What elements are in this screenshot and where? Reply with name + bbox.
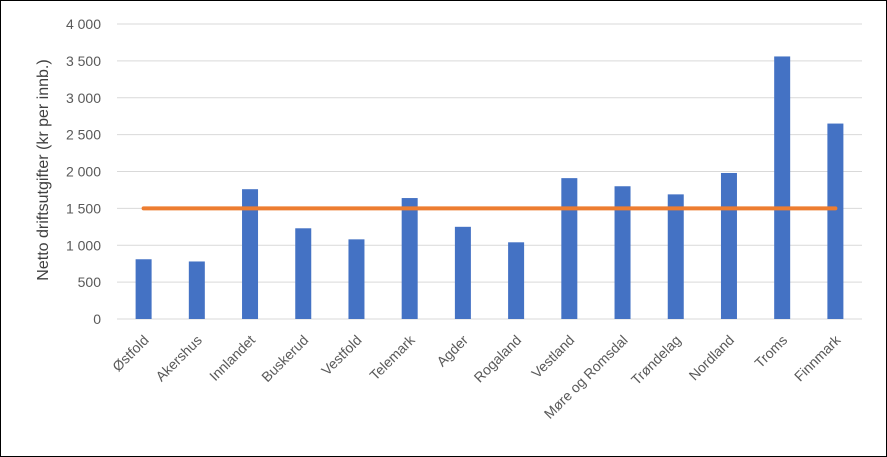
x-tick-label: Rogaland bbox=[471, 332, 525, 386]
x-tick-label: Innlandet bbox=[206, 332, 258, 384]
bar bbox=[667, 194, 684, 319]
y-tick-label: 4 000 bbox=[66, 16, 101, 32]
y-tick-label: 2 000 bbox=[66, 164, 101, 180]
bar bbox=[561, 178, 578, 319]
y-tick-label: 1 500 bbox=[66, 200, 101, 216]
bar bbox=[614, 186, 631, 319]
y-tick-labels: 0 500 1 000 1 500 2 000 2 500 3 000 3 500 4 000 bbox=[66, 16, 101, 327]
y-tick-label: 0 bbox=[93, 311, 101, 327]
x-tick-label: Nordland bbox=[686, 332, 737, 383]
x-tick-label: Vestfold bbox=[318, 332, 365, 379]
x-tick-label: Buskerud bbox=[258, 332, 311, 385]
x-tick-labels: Østfold Akershus Innlandet Buskerud Vestfold… bbox=[109, 331, 844, 422]
bar bbox=[188, 261, 205, 319]
bar bbox=[401, 198, 418, 319]
x-tick-label: Troms bbox=[751, 332, 790, 371]
bars bbox=[135, 56, 844, 319]
x-tick-label: Akershus bbox=[152, 332, 205, 385]
x-tick-label: Agder bbox=[433, 332, 471, 370]
bar bbox=[827, 123, 844, 319]
x-tick-label: Vestland bbox=[528, 332, 577, 381]
y-tick-label: 3 000 bbox=[66, 90, 101, 106]
bar bbox=[720, 172, 737, 319]
x-tick-label: Trøndelag bbox=[628, 332, 684, 388]
bar bbox=[348, 239, 365, 319]
bar bbox=[508, 242, 525, 319]
y-tick-label: 500 bbox=[78, 274, 102, 290]
x-tick-label: Telemark bbox=[366, 331, 418, 383]
y-axis-title: Netto driftsutgifter (kr per innb.) bbox=[35, 59, 52, 280]
bar bbox=[454, 226, 471, 319]
x-tick-label: Finnmark bbox=[791, 331, 844, 384]
gridlines bbox=[117, 23, 862, 320]
y-tick-label: 1 000 bbox=[66, 237, 101, 253]
x-tick-label: Østfold bbox=[109, 332, 152, 375]
bar bbox=[295, 228, 312, 319]
bar bbox=[774, 56, 791, 319]
y-tick-label: 3 500 bbox=[66, 53, 101, 69]
y-tick-label: 2 500 bbox=[66, 127, 101, 143]
bar bbox=[242, 189, 259, 319]
bar bbox=[135, 259, 152, 319]
